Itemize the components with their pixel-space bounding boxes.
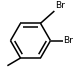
Text: Br: Br xyxy=(55,1,65,10)
Text: Br: Br xyxy=(63,36,73,45)
